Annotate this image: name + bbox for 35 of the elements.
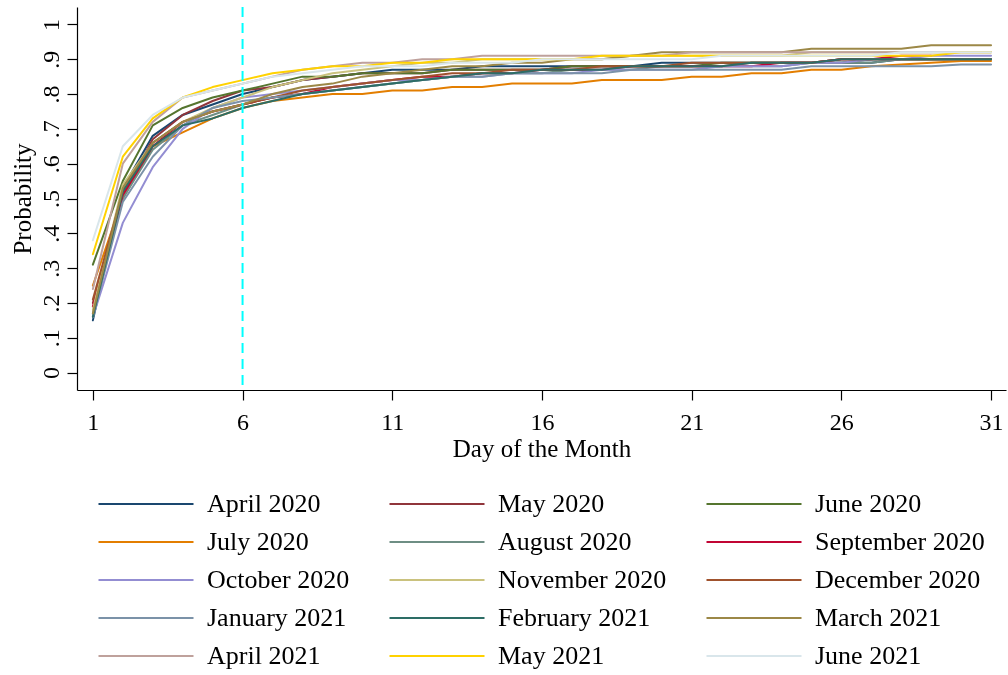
legend-label: December 2020: [815, 565, 981, 594]
legend-label: May 2021: [498, 641, 605, 670]
y-tick-label: 0: [37, 367, 64, 380]
legend-label: July 2020: [207, 527, 309, 556]
legend-label: April 2021: [207, 641, 321, 670]
y-tick-label: 1: [37, 18, 64, 31]
y-tick-label: .6: [37, 155, 64, 174]
y-axis-title: Probability: [8, 142, 36, 255]
legend-label: April 2020: [207, 489, 321, 518]
legend-label: June 2021: [815, 641, 922, 670]
x-tick-label: 21: [680, 408, 705, 435]
y-tick-label: .5: [37, 190, 64, 208]
legend-label: February 2021: [498, 603, 651, 632]
legend-label: October 2020: [207, 565, 350, 594]
x-tick-label: 6: [237, 408, 250, 435]
x-tick-label: 16: [530, 408, 555, 435]
y-tick-label: .3: [37, 259, 64, 278]
y-tick-label: .9: [37, 50, 64, 69]
x-tick-label: 26: [829, 408, 854, 435]
x-tick-label: 1: [87, 408, 100, 435]
y-tick-label: .8: [37, 85, 64, 104]
legend-label: June 2020: [815, 489, 922, 518]
legend-label: January 2021: [207, 603, 347, 632]
legend-label: November 2020: [498, 565, 667, 594]
x-tick-label: 31: [979, 408, 1004, 435]
y-tick-label: .7: [37, 120, 64, 139]
x-tick-label: 11: [381, 408, 405, 435]
legend-label: August 2020: [498, 527, 632, 556]
legend-label: May 2020: [498, 489, 605, 518]
y-tick-label: .4: [37, 224, 64, 243]
y-tick-label: .1: [37, 329, 64, 348]
y-tick-label: .2: [37, 294, 64, 313]
legend-label: March 2021: [815, 603, 942, 632]
legend-label: September 2020: [815, 527, 985, 556]
x-axis-title: Day of the Month: [452, 434, 632, 462]
